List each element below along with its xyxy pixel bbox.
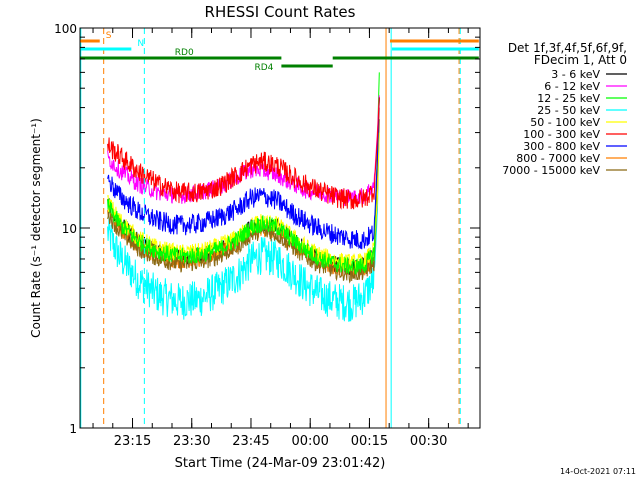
series-line-12-25kev	[107, 72, 380, 275]
annotation-label-rd0: RD0	[175, 48, 194, 58]
legend-label: 12 - 25 keV	[537, 92, 600, 105]
series-line-300-800kev	[107, 97, 380, 250]
axis-ticks: 1 10 100 23:15 23:30 23:45 00:00 00:15 00:30	[54, 22, 480, 449]
x-tick-label: 23:30	[173, 434, 210, 449]
legend-label: 50 - 100 keV	[530, 116, 600, 129]
x-tick-label: 23:15	[114, 434, 151, 449]
legend-label: 7000 - 15000 keV	[502, 164, 600, 177]
chart-title: RHESSI Count Rates	[205, 3, 356, 21]
legend-label: 800 - 7000 keV	[516, 152, 600, 165]
legend-header-line-1: Det 1f,3f,4f,5f,6f,9f,	[508, 41, 627, 55]
annotation-label-n: N	[137, 39, 144, 49]
y-tick-label: 1	[69, 422, 77, 436]
y-axis-label: Count Rate (s⁻¹ detector segment⁻¹)	[29, 118, 43, 338]
x-tick-label: 00:00	[291, 434, 328, 449]
annotation-label-rd4: RD4	[254, 63, 273, 73]
series-line-100-300kev	[107, 97, 380, 210]
legend-label: 25 - 50 keV	[537, 104, 600, 117]
x-tick-label: 23:45	[232, 434, 269, 449]
legend-label: 300 - 800 keV	[523, 140, 600, 153]
legend-label: 3 - 6 keV	[551, 68, 600, 81]
x-tick-label: 00:15	[351, 434, 388, 449]
y-tick-label: 100	[54, 22, 77, 36]
series-line-25-50kev	[107, 132, 380, 322]
annotation-label-s: S	[106, 31, 112, 41]
x-tick-label: 00:30	[410, 434, 447, 449]
x-axis-label: Start Time (24-Mar-09 23:01:42)	[175, 456, 386, 471]
y-tick-label: 10	[62, 222, 77, 236]
legend-header-line-2: FDecim 1, Att 0	[534, 53, 627, 67]
timestamp: 14-Oct-2021 07:11	[560, 467, 636, 476]
legend-label: 100 - 300 keV	[523, 128, 600, 141]
plot-area: S N RD0 RD4	[80, 28, 479, 428]
legend-label: 6 - 12 keV	[544, 80, 600, 93]
